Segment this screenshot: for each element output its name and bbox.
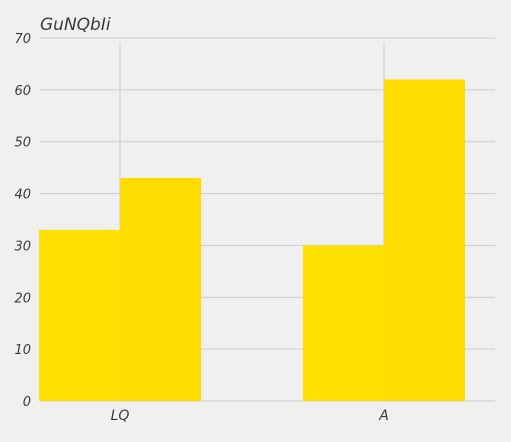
bar-layer (39, 79, 465, 401)
y-tick-label: 20 (14, 291, 31, 306)
x-tick-label: LQ (111, 408, 130, 424)
y-tick-label: 50 (14, 136, 31, 151)
y-tick-label: 60 (14, 84, 31, 99)
bar-a-series-1 (303, 245, 384, 401)
chart-title: GuNQbIi (40, 15, 111, 35)
y-tick-label: 0 (23, 395, 31, 410)
bar-a-series-2 (384, 79, 465, 401)
bar-lq-series-1 (39, 229, 120, 401)
y-tick-label: 70 (14, 32, 31, 47)
y-tick-label: 40 (14, 188, 31, 203)
bar-lq-series-2 (120, 178, 201, 401)
y-tick-label: 30 (14, 239, 31, 254)
y-tick-label: 10 (14, 343, 31, 358)
x-tick-label: A (378, 408, 389, 424)
tick-layer: 0 10 20 30 40 50 60 70 LQ A (14, 32, 388, 424)
